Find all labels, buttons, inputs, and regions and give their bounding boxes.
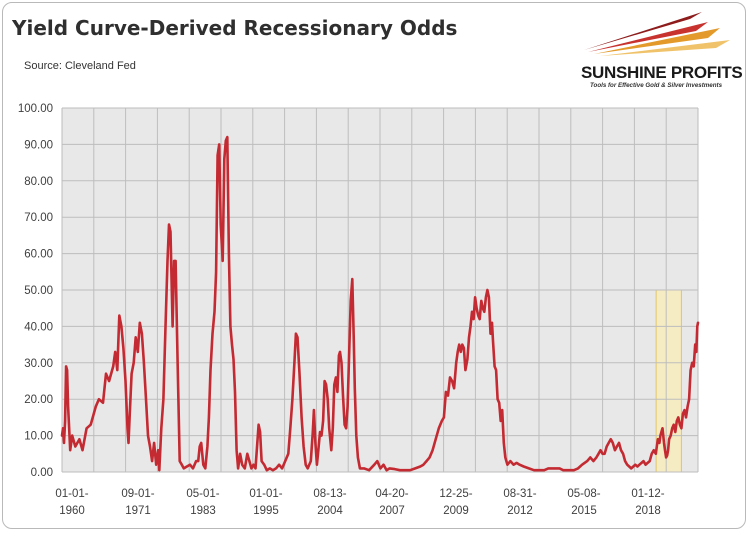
y-tick-label: 20.00 <box>24 394 53 406</box>
sunshine-profits-logo-icon <box>584 12 730 56</box>
y-tick-label: 10.00 <box>24 431 53 443</box>
y-tick-label: 70.00 <box>24 212 53 224</box>
x-tick-label-line1: 08-31- <box>503 488 536 500</box>
logo-ray-dark <box>584 12 702 50</box>
x-tick-label-line1: 01-12- <box>631 488 664 500</box>
chart-source: Source: Cleveland Fed <box>24 60 136 72</box>
brand-tagline: Tools for Effective Gold & Silver Invest… <box>590 82 723 89</box>
x-tick-label-line1: 08-13- <box>313 488 346 500</box>
y-tick-label: 40.00 <box>24 321 53 333</box>
x-tick-label-line2: 1995 <box>253 505 279 517</box>
x-tick-label-line1: 04-20- <box>375 488 408 500</box>
logo-ray-red <box>588 22 708 52</box>
logo-ray-amber <box>600 40 730 56</box>
series-line-recession-odds <box>60 135 700 472</box>
y-tick-label: 30.00 <box>24 358 53 370</box>
x-tick-label-line1: 01-01- <box>249 488 282 500</box>
x-tick-label: 05-08- 2015 <box>567 488 600 517</box>
x-tick-label: 01-01- 1960 <box>55 488 88 517</box>
y-tick-label: 0.00 <box>31 467 53 479</box>
x-tick-label-line2: 2009 <box>443 505 469 517</box>
x-tick-label-line1: 05-01- <box>186 488 219 500</box>
x-tick-label: 08-31- 2012 <box>503 488 536 517</box>
x-tick-label-line2: 2018 <box>635 505 661 517</box>
x-tick-label-line2: 2004 <box>317 505 343 517</box>
x-tick-label-line1: 09-01- <box>121 488 154 500</box>
x-tick-label-line2: 2007 <box>379 505 405 517</box>
x-tick-label-line1: 05-08- <box>567 488 600 500</box>
x-tick-label-line2: 1960 <box>59 505 85 517</box>
y-tick-label: 60.00 <box>24 249 53 261</box>
x-tick-label-line2: 2012 <box>507 505 533 517</box>
y-tick-label: 50.00 <box>24 285 53 297</box>
x-tick-label: 01-01- 1995 <box>249 488 282 517</box>
brand-name: SUNSHINE PROFITS <box>581 63 743 82</box>
y-tick-label: 90.00 <box>24 139 53 151</box>
y-tick-label: 80.00 <box>24 176 53 188</box>
chart-title: Yield Curve-Derived Recessionary Odds <box>12 16 458 40</box>
x-tick-label: 01-12- 2018 <box>631 488 664 517</box>
x-tick-label: 09-01- 1971 <box>121 488 154 517</box>
logo-ray-gold <box>594 28 720 54</box>
x-tick-label-line2: 2015 <box>571 505 597 517</box>
x-tick-label-line1: 01-01- <box>55 488 88 500</box>
x-tick-label-line2: 1971 <box>125 505 151 517</box>
y-tick-label: 100.00 <box>18 103 53 115</box>
x-tick-label: 08-13- 2004 <box>313 488 346 517</box>
x-tick-label: 05-01- 1983 <box>186 488 219 517</box>
x-tick-label: 12-25- 2009 <box>439 488 472 517</box>
x-tick-label: 04-20- 2007 <box>375 488 408 517</box>
x-tick-label-line2: 1983 <box>190 505 216 517</box>
x-tick-label-line1: 12-25- <box>439 488 472 500</box>
